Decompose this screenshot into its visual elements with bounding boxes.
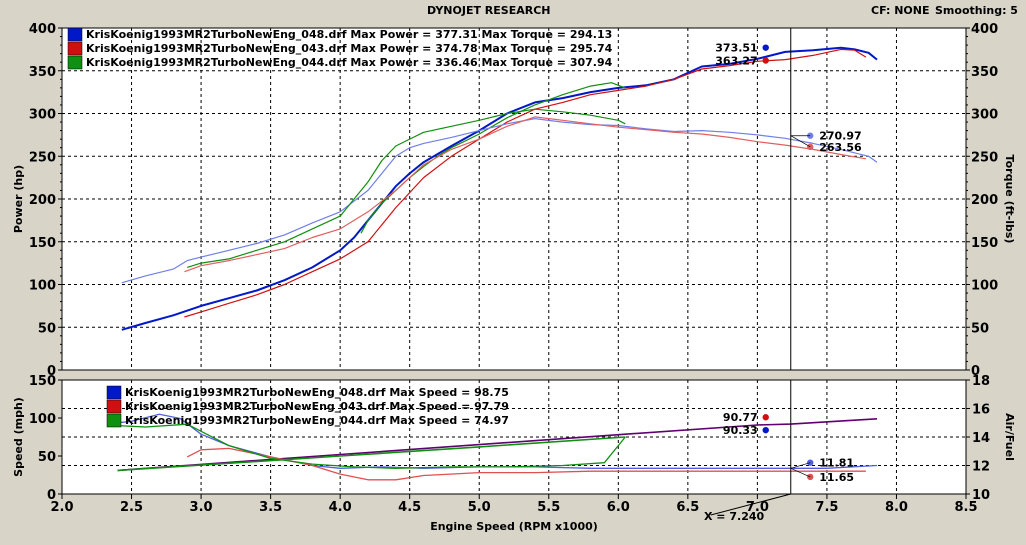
- cf-label: CF: NONE: [871, 4, 930, 17]
- y-tick-label-right: 100: [971, 279, 998, 294]
- power-torque-panel: 0 0 50 50 100 100 150 150 200 200 250 250 300 300 350 3…: [12, 22, 1016, 379]
- x-tick-label: 8.5: [954, 500, 977, 515]
- power-legend-entry: KrisKoenig1993MR2TurboNewEng_044.drf Max…: [86, 56, 613, 69]
- chart-title: DYNOJET RESEARCH: [427, 4, 551, 17]
- y-tick-label-left: 150: [29, 236, 56, 251]
- y-tick-label-right: 350: [971, 65, 998, 80]
- y-tick-label-right: 0: [971, 364, 980, 379]
- x-tick-label: 8.0: [885, 500, 908, 515]
- series-afr-line: [186, 447, 866, 481]
- smoothing-label: Smoothing: 5: [935, 4, 1018, 17]
- y-tick-label-left: 400: [29, 22, 56, 37]
- x-tick-label: 2.5: [120, 500, 143, 515]
- x-tick-label: 7.5: [815, 500, 838, 515]
- cursor-leader: [710, 493, 791, 516]
- cursor-power-048-marker: [762, 44, 769, 51]
- cursor-afr-048-label: 11.81: [819, 457, 854, 470]
- y-tick-label-left: 350: [29, 65, 56, 80]
- speed-axis-title: Speed (mph): [12, 397, 25, 477]
- speed-tick-label: 100: [29, 412, 56, 427]
- cursor-speed-043-marker: [762, 426, 769, 434]
- x-tick-label: 5.5: [537, 500, 560, 515]
- speed-tick-label: 0: [47, 488, 56, 503]
- speed-legend-entry: KrisKoenig1993MR2TurboNewEng_044.drf Max…: [125, 414, 509, 427]
- y-tick-label-right: 250: [971, 150, 998, 165]
- x-tick-label: 7.0: [746, 500, 769, 515]
- x-axis-title: Engine Speed (RPM x1000): [430, 520, 598, 533]
- power-legend-swatch: [67, 27, 83, 42]
- cursor-power-048-label: 373.51: [715, 42, 757, 55]
- speed-afr-panel: 10 12 14 16 18 0 50 100 150 Speed (mph) Air/Fuel Kr…: [12, 374, 1016, 503]
- afr-tick-label: 10: [972, 488, 990, 503]
- cursor-torque-043-label: 263.56: [819, 141, 862, 154]
- afr-tick-label: 16: [972, 403, 990, 418]
- cursor-speed-043-label: 90.33: [723, 424, 758, 437]
- series-speed-line: [117, 436, 626, 472]
- afr-tick-label: 12: [972, 460, 990, 475]
- power-legend-entry: KrisKoenig1993MR2TurboNewEng_048.drf Max…: [86, 28, 612, 41]
- cursor-speed-048-marker: [762, 414, 769, 421]
- speed-legend-swatch: [106, 399, 122, 414]
- y-tick-label-left: 0: [47, 364, 56, 379]
- y-tick-label-left: 50: [38, 321, 56, 336]
- series-torque-line: [187, 108, 626, 268]
- series-afr-line: [117, 423, 626, 469]
- x-tick-label: 2.0: [50, 500, 73, 515]
- cursor-leader-torque: [790, 135, 811, 148]
- x-tick-label: 5.0: [468, 500, 491, 515]
- cursor-leader-afr: [790, 468, 811, 478]
- series-power-line: [184, 48, 867, 318]
- cursor-x-readout: X = 7.240: [704, 510, 764, 523]
- speed-legend-entry: KrisKoenig1993MR2TurboNewEng_048.drf Max…: [125, 386, 509, 399]
- cursor-power-043-marker: [762, 57, 769, 64]
- x-tick-label: 6.5: [676, 500, 699, 515]
- series-speed-line: [117, 418, 878, 472]
- y-tick-label-right: 200: [971, 193, 998, 208]
- y-tick-label-right: 400: [971, 22, 998, 37]
- afr-tick-label: 14: [972, 431, 990, 446]
- cursor-leader-afr: [790, 462, 811, 469]
- y-tick-label-right: 150: [971, 236, 998, 251]
- power-legend-entry: KrisKoenig1993MR2TurboNewEng_043.drf Max…: [86, 42, 613, 55]
- x-tick-label: 6.0: [607, 500, 630, 515]
- power-legend-swatch: [67, 55, 83, 70]
- y-axis-title-left: Power (hp): [12, 165, 25, 233]
- cursor-power-043-label: 363.27: [715, 54, 757, 67]
- y-tick-label-right: 50: [971, 321, 989, 336]
- series-torque-line: [121, 117, 878, 284]
- x-tick-label: 3.0: [190, 500, 213, 515]
- y-tick-label-left: 100: [29, 279, 56, 294]
- cursor-speed-048-label: 90.77: [723, 411, 758, 424]
- x-tick-label: 4.5: [398, 500, 421, 515]
- y-tick-label-left: 200: [29, 193, 56, 208]
- afr-axis-title: Air/Fuel: [1003, 413, 1016, 461]
- x-tick-label: 4.0: [329, 500, 352, 515]
- afr-tick-label: 18: [972, 374, 990, 389]
- x-axis-group: 2.0 2.5 3.0 3.5 4.0 4.5 5.0 5.5 6.0 6.5 7.0 7.5 8.0 8…: [50, 494, 978, 533]
- speed-tick-label: 150: [29, 374, 56, 389]
- y-tick-label-right: 300: [971, 108, 998, 123]
- speed-legend-swatch: [106, 385, 122, 400]
- speed-tick-label: 50: [38, 450, 56, 465]
- series-power-line: [360, 82, 626, 234]
- speed-legend-swatch: [106, 413, 122, 428]
- power-legend-swatch: [67, 41, 83, 56]
- cursor-torque-048-label: 270.97: [819, 130, 861, 143]
- cursor-afr-043-label: 11.65: [819, 471, 854, 484]
- x-tick-label: 3.5: [259, 500, 282, 515]
- speed-legend-entry: KrisKoenig1993MR2TurboNewEng_043.drf Max…: [125, 400, 509, 413]
- cursor-afr-048-marker: [807, 459, 814, 466]
- y-tick-label-left: 250: [29, 150, 56, 165]
- y-axis-title-right: Torque (ft-lbs): [1003, 155, 1016, 244]
- series-torque-line: [184, 116, 867, 273]
- y-tick-label-left: 300: [29, 108, 56, 123]
